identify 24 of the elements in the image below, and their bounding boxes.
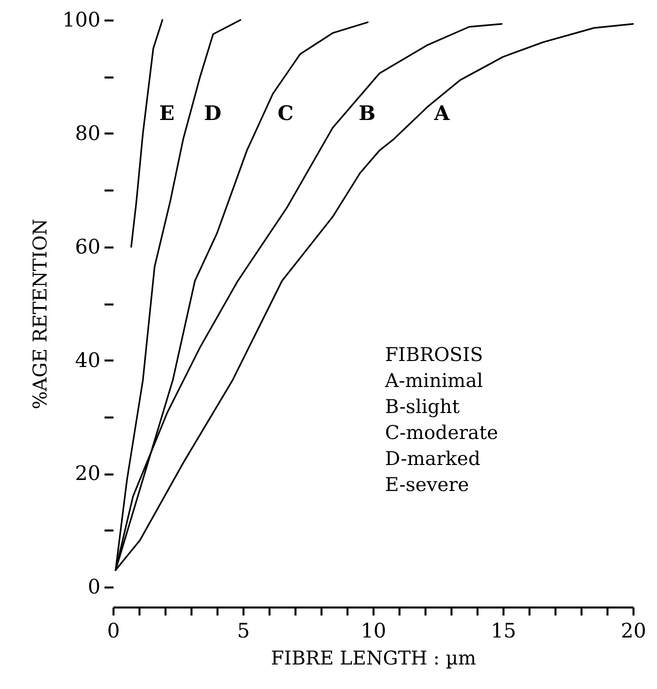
y-tick-label: 20	[75, 461, 100, 486]
annotation: A-minimal	[384, 370, 483, 392]
y-tick-label: 0	[88, 574, 100, 599]
y-tick-label: 80	[75, 120, 100, 145]
y-tick-label: 100	[62, 8, 100, 32]
y-tick-label: 40	[75, 348, 100, 372]
annotation: C-moderate	[385, 422, 498, 444]
y-axis-title: %AGE RETENTION	[29, 218, 52, 410]
series-label: A	[433, 100, 450, 125]
annotation: FIBROSIS	[385, 344, 484, 366]
x-tick-label: 20	[620, 618, 646, 642]
x-tick-label: 15	[490, 618, 516, 642]
y-tick-label: 60	[75, 234, 100, 258]
x-tick-label: 5	[237, 618, 250, 642]
annotation: B-slight	[385, 396, 460, 418]
series-label: B	[358, 100, 376, 125]
annotation: E-severe	[385, 474, 469, 496]
series-label: E	[159, 100, 175, 125]
series-label: D	[204, 100, 222, 125]
series-label: C	[278, 100, 294, 125]
x-tick-label: 10	[360, 618, 386, 642]
annotation: D-marked	[385, 448, 480, 470]
x-tick-label: 0	[107, 618, 120, 642]
x-axis-title: FIBRE LENGTH : µm	[270, 648, 476, 670]
